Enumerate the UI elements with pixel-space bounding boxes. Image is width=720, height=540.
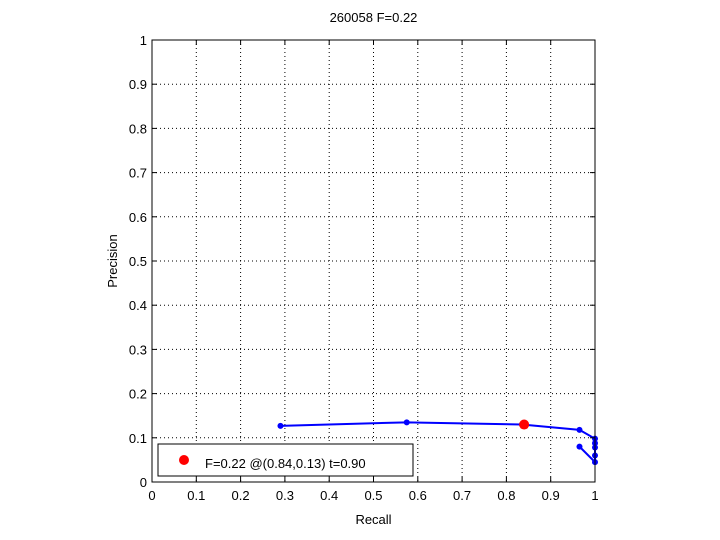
x-tick-label: 0.9 — [542, 488, 560, 503]
x-tick-label: 0.7 — [453, 488, 471, 503]
series-point — [576, 426, 583, 433]
chart-title: 260058 F=0.22 — [330, 10, 418, 25]
y-axis-label: Precision — [105, 234, 120, 287]
x-axis-label: Recall — [355, 512, 391, 527]
y-tick-label: 0.9 — [129, 77, 147, 92]
series-point — [277, 422, 284, 429]
series-point — [403, 419, 410, 426]
legend-box — [157, 443, 414, 477]
x-tick-label: 0.6 — [409, 488, 427, 503]
x-tick-label: 0.8 — [497, 488, 515, 503]
y-tick-label: 0.1 — [129, 431, 147, 446]
y-tick-label: 0.3 — [129, 342, 147, 357]
ticks-layer: 0 0.1 0.2 0.3 0.4 0.5 0.6 0.7 0.8 0.9 1 0 0.1 0.2 0.3 0… — [129, 33, 599, 503]
x-tick-label: 0 — [148, 488, 155, 503]
legend-label: F=0.22 @(0.84,0.13) t=0.90 — [205, 456, 366, 471]
x-tick-label: 1 — [591, 488, 598, 503]
y-tick-label: 0.4 — [129, 298, 147, 313]
series-point — [576, 443, 583, 450]
y-tick-label: 0 — [140, 475, 147, 490]
x-tick-label: 0.5 — [364, 488, 382, 503]
y-tick-label: 0.8 — [129, 121, 147, 136]
y-tick-label: 0.6 — [129, 210, 147, 225]
x-tick-label: 0.1 — [187, 488, 205, 503]
x-tick-label: 0.3 — [276, 488, 294, 503]
y-tick-label: 0.7 — [129, 166, 147, 181]
best-f-point — [519, 419, 530, 430]
legend-marker — [179, 455, 189, 465]
x-tick-label: 0.4 — [320, 488, 338, 503]
y-tick-label: 1 — [140, 33, 147, 48]
legend: F=0.22 @(0.84,0.13) t=0.90 — [157, 443, 414, 477]
x-tick-label: 0.2 — [232, 488, 250, 503]
y-tick-label: 0.5 — [129, 254, 147, 269]
grid-layer — [152, 40, 595, 482]
y-tick-label: 0.2 — [129, 387, 147, 402]
